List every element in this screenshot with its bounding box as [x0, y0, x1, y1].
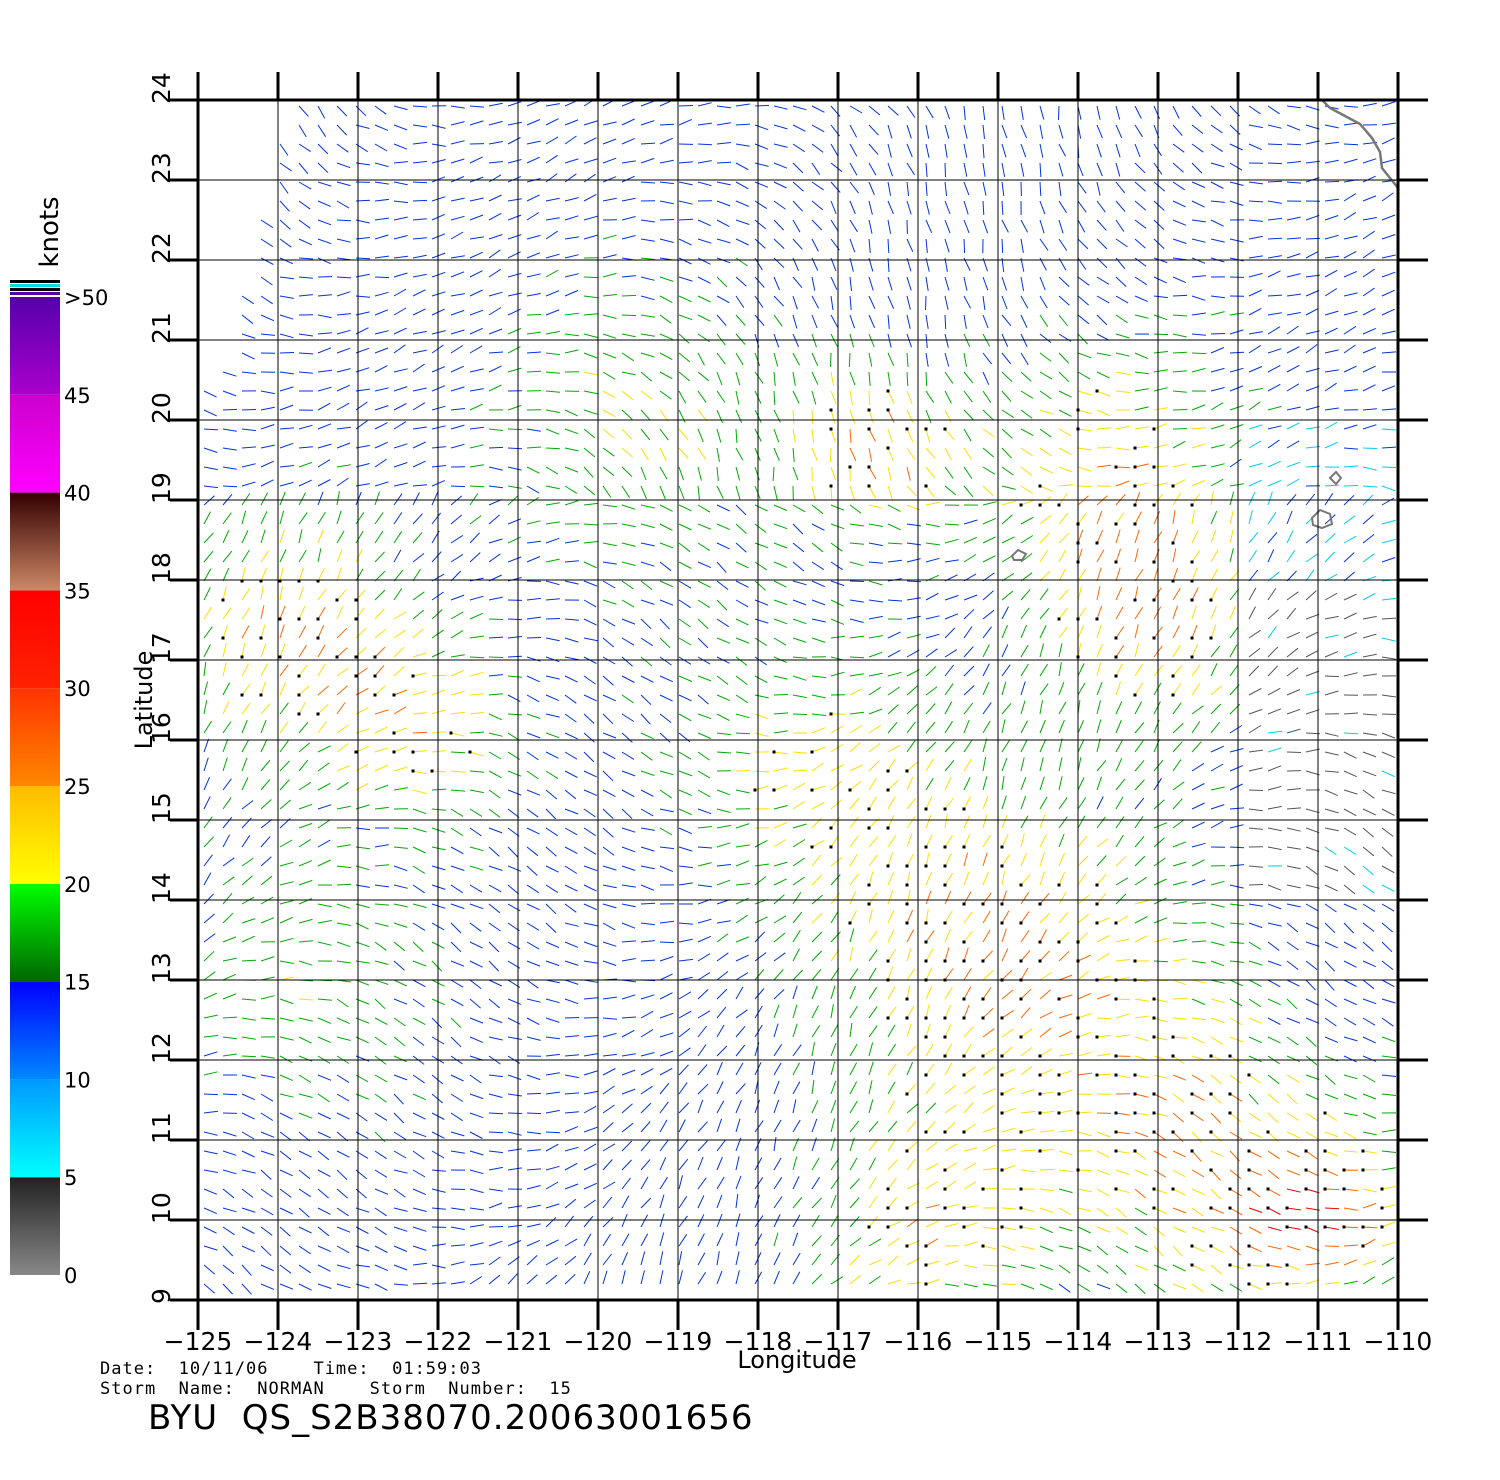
colorbar-tick-label: 40 — [64, 482, 91, 506]
lon-tick-label: −119 — [644, 1327, 713, 1356]
colorbar-band — [10, 1177, 60, 1275]
lat-tick-label: 17 — [147, 632, 176, 664]
lon-tick-label: −125 — [164, 1327, 233, 1356]
colorbar-tick-label: 20 — [64, 873, 91, 897]
x-axis-label: Longitude — [737, 1346, 856, 1374]
lon-tick-label: −122 — [404, 1327, 473, 1356]
product-id: BYU QS_S2B38070.20063001656 — [148, 1398, 754, 1438]
wind-speed-colorbar: >50 45 40 35 30 25 20 15 10 5 0 — [10, 280, 108, 1288]
lat-tick-label: 22 — [147, 232, 176, 264]
colorbar-tick-label: 30 — [64, 677, 91, 701]
lat-tick-label: 15 — [147, 792, 176, 824]
lat-tick-label: 12 — [147, 1032, 176, 1064]
colorbar-band — [10, 297, 60, 395]
colorbar-band — [10, 883, 60, 982]
lat-tick-label: 21 — [147, 312, 176, 344]
colorbar-band — [10, 688, 60, 786]
storm-info-line: Storm Name: NORMAN Storm Number: 15 — [100, 1379, 572, 1399]
lon-tick-label: −124 — [244, 1327, 313, 1356]
colorbar-tick-label: 5 — [64, 1166, 77, 1190]
lat-tick-label: 9 — [147, 1288, 176, 1304]
lat-tick-label: 19 — [147, 472, 176, 504]
lat-tick-label: 14 — [147, 872, 176, 904]
wind-vector-field — [203, 100, 1397, 1295]
lat-tick-label: 18 — [147, 552, 176, 584]
island-tiny — [1010, 548, 1028, 561]
lon-tick-label: −113 — [1124, 1327, 1193, 1356]
colorbar-band — [10, 590, 60, 689]
colorbar-tick-label: 10 — [64, 1068, 91, 1092]
lat-tick-label: 24 — [147, 72, 176, 104]
colorbar-tick-label: 25 — [64, 775, 91, 799]
colorbar-band — [10, 981, 60, 1080]
colorbar-band — [10, 786, 60, 884]
lon-tick-label: −110 — [1364, 1327, 1433, 1356]
lon-tick-label: −114 — [1044, 1327, 1113, 1356]
latitude-tick-labels: 9 10 11 12 13 14 15 16 17 18 19 20 21 22 23 24 — [147, 72, 176, 1304]
lon-tick-label: −123 — [324, 1327, 393, 1356]
island-medium — [1310, 508, 1334, 530]
lon-tick-label: −118 — [724, 1327, 793, 1356]
coastline — [1010, 100, 1399, 561]
lon-tick-label: −115 — [964, 1327, 1033, 1356]
colorbar-tick-label: >50 — [64, 286, 108, 310]
lon-tick-label: −121 — [484, 1327, 553, 1356]
colorbar-unit-label: knots — [35, 196, 65, 267]
colorbar-tick-label: 35 — [64, 579, 91, 603]
colorbar-band — [10, 492, 60, 591]
date-time-line: Date: 10/11/06 Time: 01:59:03 — [100, 1359, 482, 1379]
lat-tick-label: 23 — [147, 152, 176, 184]
lon-tick-label: −120 — [564, 1327, 633, 1356]
lat-tick-label: 20 — [147, 392, 176, 424]
colorbar-tick-label: 15 — [64, 971, 91, 995]
map-frame — [170, 72, 1428, 1330]
y-axis-label: Latitude — [130, 651, 158, 750]
lat-tick-label: 11 — [147, 1112, 176, 1144]
lon-tick-label: −112 — [1204, 1327, 1273, 1356]
lon-tick-label: −117 — [804, 1327, 873, 1356]
lat-tick-label: 13 — [147, 952, 176, 984]
colorbar-band — [10, 1079, 60, 1178]
lat-tick-label: 10 — [147, 1192, 176, 1224]
colorbar-band — [10, 394, 60, 493]
colorbar-tick-label: 45 — [64, 384, 91, 408]
lon-tick-label: −111 — [1284, 1327, 1353, 1356]
longitude-tick-labels: −125 −124 −123 −122 −121 −120 −119 −118 −117 −116… — [164, 1327, 1433, 1356]
island-small — [1328, 470, 1343, 486]
colorbar-tick-label: 0 — [64, 1264, 77, 1288]
lat-tick-label: 16 — [147, 712, 176, 744]
lon-tick-label: −116 — [884, 1327, 953, 1356]
